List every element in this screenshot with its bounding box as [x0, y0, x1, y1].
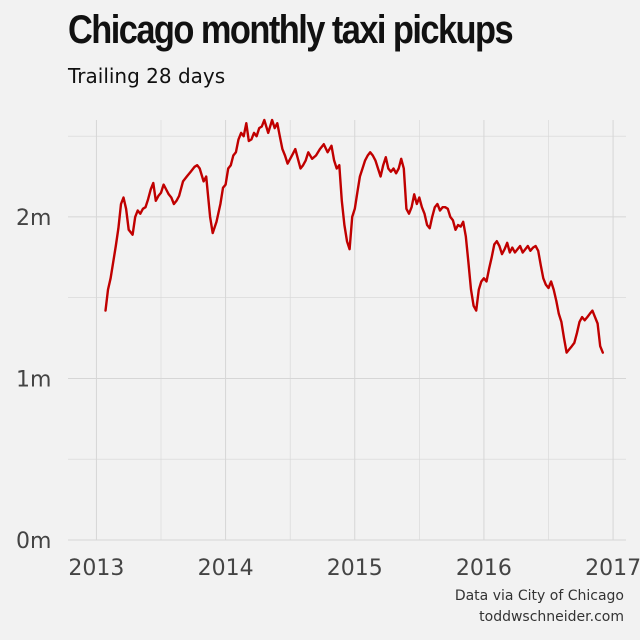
series-line	[104, 118, 604, 354]
x-tick-label: 2015	[327, 556, 383, 581]
x-tick-label: 2013	[68, 556, 124, 581]
y-tick-label: 0m	[16, 529, 51, 554]
chart-title: Chicago monthly taxi pickups	[68, 8, 514, 52]
y-tick-label: 2m	[16, 206, 51, 231]
author-caption: toddwschneider.com	[479, 609, 624, 625]
y-tick-label: 1m	[16, 367, 51, 392]
x-tick-label: 2014	[198, 556, 254, 581]
x-tick-label: 2016	[456, 556, 512, 581]
x-tick-label: 2017	[585, 556, 640, 581]
chart-subtitle: Trailing 28 days	[68, 64, 226, 88]
series-layer	[104, 118, 604, 354]
tick-labels: 2013 2014 2015 2016 2017 0m 1m 2m	[16, 206, 640, 581]
data-source-caption: Data via City of Chicago	[454, 588, 624, 604]
grid-lines	[68, 120, 626, 541]
